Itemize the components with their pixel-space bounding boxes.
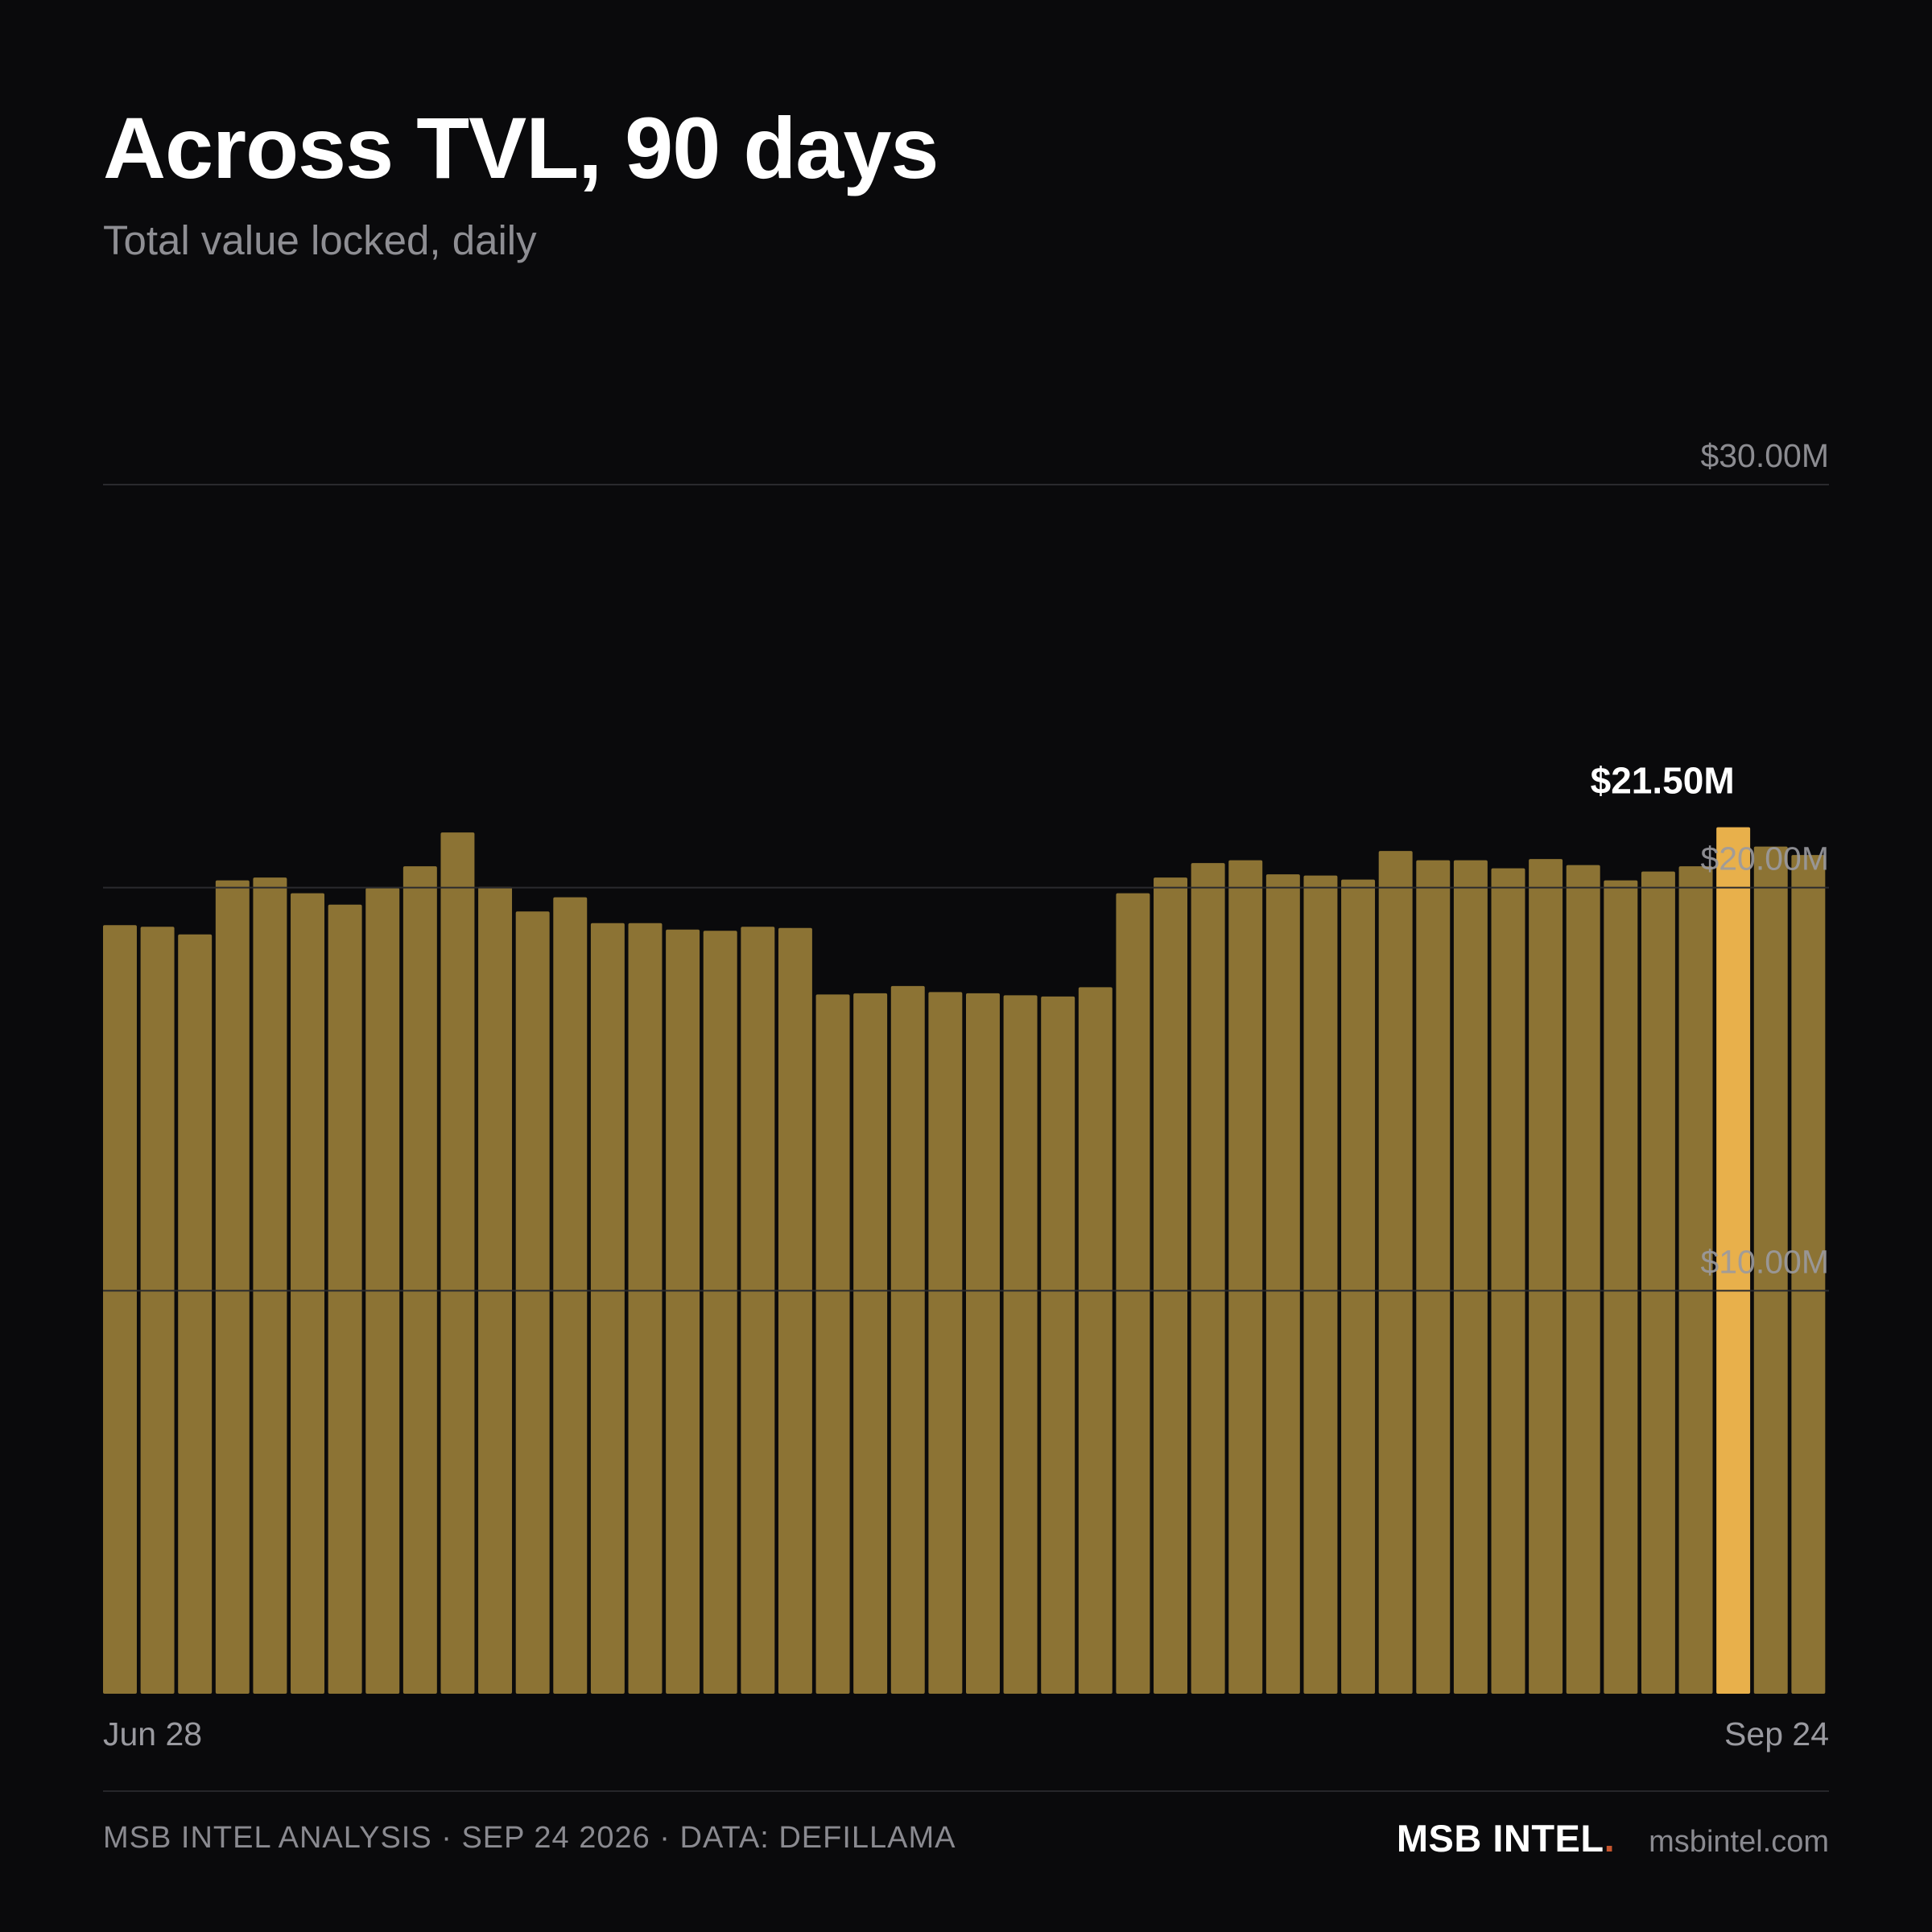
bar bbox=[515, 911, 550, 1694]
y-tick-label: $20.00M bbox=[1700, 840, 1829, 877]
bar bbox=[1529, 859, 1563, 1694]
bar bbox=[853, 993, 888, 1694]
bar bbox=[1604, 880, 1638, 1694]
bar bbox=[140, 927, 175, 1694]
tvl-bar-chart: $10.00M $20.00M $30.00M $21.50M Jun 28 Sep… bbox=[103, 437, 1829, 1752]
bar bbox=[1303, 875, 1338, 1694]
footer-brand-block: MSB INTEL. msbintel.com bbox=[1397, 1816, 1829, 1860]
highlight-value-label: $21.50M bbox=[1591, 760, 1735, 802]
bar-highlight bbox=[1716, 827, 1751, 1694]
bar bbox=[1453, 860, 1488, 1694]
bar bbox=[1116, 893, 1150, 1694]
bar bbox=[890, 985, 925, 1694]
bar bbox=[741, 927, 775, 1694]
chart-subtitle: Total value locked, daily bbox=[103, 217, 537, 263]
bar bbox=[1003, 995, 1038, 1694]
bar bbox=[291, 893, 324, 1694]
brand-dot: . bbox=[1604, 1817, 1616, 1860]
bar bbox=[778, 927, 812, 1694]
site-link[interactable]: msbintel.com bbox=[1649, 1825, 1829, 1859]
y-tick-labels: $10.00M $20.00M $30.00M bbox=[1700, 437, 1829, 1280]
x-tick-label-last: Sep 24 bbox=[1724, 1715, 1829, 1752]
y-tick-label: $10.00M bbox=[1700, 1243, 1829, 1280]
bar bbox=[215, 880, 250, 1694]
y-tick-label: $30.00M bbox=[1700, 437, 1829, 474]
bar bbox=[966, 993, 1000, 1694]
bar bbox=[928, 992, 963, 1694]
bar bbox=[328, 904, 362, 1694]
bar bbox=[1341, 879, 1376, 1694]
bar bbox=[666, 929, 700, 1694]
bar bbox=[590, 923, 625, 1694]
brand-logo: MSB INTEL. bbox=[1397, 1816, 1615, 1860]
bar bbox=[178, 934, 213, 1694]
bar bbox=[1228, 860, 1263, 1694]
bar bbox=[815, 994, 850, 1694]
bar bbox=[1791, 855, 1826, 1694]
bar bbox=[1641, 871, 1675, 1694]
bar bbox=[440, 832, 475, 1694]
bar bbox=[1191, 863, 1225, 1694]
bar bbox=[703, 931, 737, 1694]
x-tick-label-first: Jun 28 bbox=[103, 1715, 202, 1752]
bar bbox=[1491, 868, 1525, 1694]
chart-title: Across TVL, 90 days bbox=[103, 99, 939, 196]
bar bbox=[253, 877, 287, 1694]
footer-attribution: MSB INTEL ANALYSIS · SEP 24 2026 · DATA:… bbox=[103, 1821, 956, 1855]
bar bbox=[553, 897, 588, 1694]
bar bbox=[1041, 996, 1075, 1694]
gridlines bbox=[103, 484, 1829, 1292]
bar bbox=[1378, 851, 1413, 1694]
bar bbox=[1416, 860, 1451, 1694]
bar-series bbox=[103, 827, 1826, 1694]
brand-name: MSB INTEL bbox=[1396, 1817, 1604, 1860]
bar bbox=[1566, 865, 1600, 1694]
bar bbox=[402, 866, 437, 1694]
bar bbox=[628, 923, 663, 1694]
bar bbox=[1265, 874, 1300, 1694]
footer-divider bbox=[103, 1790, 1829, 1792]
bar bbox=[1078, 987, 1113, 1694]
bar bbox=[103, 925, 137, 1694]
bar bbox=[1678, 866, 1713, 1694]
bar bbox=[1753, 846, 1788, 1694]
bar bbox=[1154, 877, 1187, 1694]
